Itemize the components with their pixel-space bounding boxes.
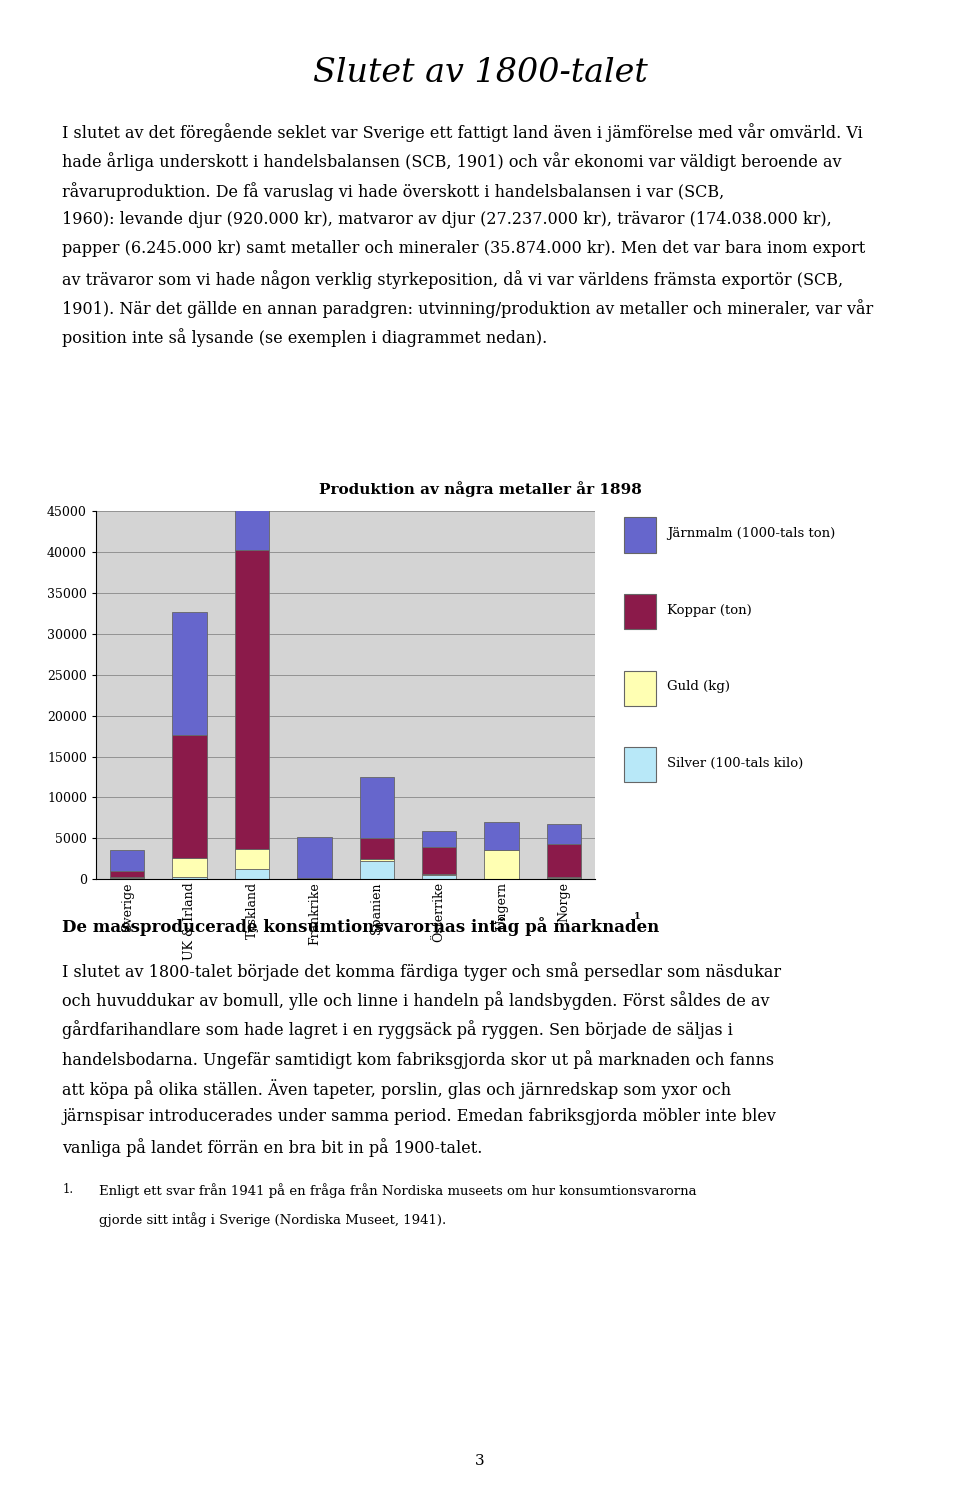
Text: råvaruproduktion. De få varuslag vi hade överskott i handelsbalansen i var (SCB,: råvaruproduktion. De få varuslag vi hade… [62,182,725,201]
Bar [173,876,206,879]
Bar [235,550,269,849]
Bar [173,858,206,876]
Text: De massproducerade konsumtionsvarornas intåg på marknaden: De massproducerade konsumtionsvarornas i… [62,917,660,936]
Text: 3: 3 [475,1453,485,1468]
Bar [624,517,656,553]
Bar [422,873,456,875]
Text: att köpa på olika ställen. Även tapeter, porslin, glas och järnredskap som yxor : att köpa på olika ställen. Även tapeter,… [62,1079,732,1099]
Bar [360,777,394,839]
Bar [485,851,518,879]
Text: Järnmalm (1000-tals ton): Järnmalm (1000-tals ton) [667,528,835,540]
Bar [624,670,656,706]
Text: position inte så lysande (se exemplen i diagrammet nedan).: position inte så lysande (se exemplen i … [62,328,547,347]
Bar [485,822,518,851]
Text: papper (6.245.000 kr) samt metaller och mineraler (35.874.000 kr). Men det var b: papper (6.245.000 kr) samt metaller och … [62,240,866,257]
Bar [235,419,269,550]
Text: Koppar (ton): Koppar (ton) [667,604,752,616]
Bar [235,849,269,869]
Bar [360,861,394,879]
Text: handelsbodarna. Ungefär samtidigt kom fabriksgjorda skor ut på marknaden och fan: handelsbodarna. Ungefär samtidigt kom fa… [62,1049,775,1069]
Bar [235,869,269,879]
Bar [110,851,144,870]
Bar [547,845,581,876]
Text: Silver (100-tals kilo): Silver (100-tals kilo) [667,758,804,770]
Bar [360,858,394,861]
Text: av trävaror som vi hade någon verklig styrkeposition, då vi var världens främsta: av trävaror som vi hade någon verklig st… [62,269,844,289]
Text: gjorde sitt intåg i Sverige (Nordiska Museet, 1941).: gjorde sitt intåg i Sverige (Nordiska Mu… [99,1211,446,1226]
Bar [624,747,656,783]
Text: vanliga på landet förrän en bra bit in på 1900-talet.: vanliga på landet förrän en bra bit in p… [62,1138,483,1157]
Bar [173,613,206,735]
Text: Slutet av 1800-talet: Slutet av 1800-talet [313,57,647,89]
Bar [298,837,331,878]
Text: och huvuddukar av bomull, ylle och linne i handeln på landsbygden. Först såldes : och huvuddukar av bomull, ylle och linne… [62,992,770,1010]
Text: järnspisar introducerades under samma period. Emedan fabriksgjorda möbler inte b: järnspisar introducerades under samma pe… [62,1109,777,1126]
Text: Enligt ett svar från 1941 på en fråga från Nordiska museets om hur konsumtionsva: Enligt ett svar från 1941 på en fråga fr… [99,1183,697,1198]
Text: 1.: 1. [62,1183,74,1196]
Text: gårdfarihandlare som hade lagret i en ryggsäck på ryggen. Sen började de säljas : gårdfarihandlare som hade lagret i en ry… [62,1021,733,1040]
Bar [422,875,456,879]
Text: 1: 1 [634,912,640,921]
Text: 1960): levande djur (920.000 kr), matvaror av djur (27.237.000 kr), trävaror (17: 1960): levande djur (920.000 kr), matvar… [62,210,832,228]
Text: I slutet av det föregående seklet var Sverige ett fattigt land även i jämförelse: I slutet av det föregående seklet var Sv… [62,123,863,143]
Bar [173,735,206,858]
Text: I slutet av 1800-talet började det komma färdiga tyger och små persedlar som näs: I slutet av 1800-talet började det komma… [62,962,781,981]
Bar [422,848,456,873]
Bar [110,870,144,878]
Text: 1901). När det gällde en annan paradgren: utvinning/produktion av metaller och m: 1901). När det gällde en annan paradgren… [62,299,874,319]
Text: hade årliga underskott i handelsbalansen (SCB, 1901) och vår ekonomi var väldigt: hade årliga underskott i handelsbalansen… [62,152,842,171]
Bar [360,839,394,858]
Text: Guld (kg): Guld (kg) [667,681,731,693]
Bar [624,594,656,630]
Bar [547,824,581,845]
Bar [110,878,144,879]
Bar [422,831,456,848]
Text: Produktion av några metaller år 1898: Produktion av några metaller år 1898 [319,481,641,497]
Bar [547,878,581,879]
